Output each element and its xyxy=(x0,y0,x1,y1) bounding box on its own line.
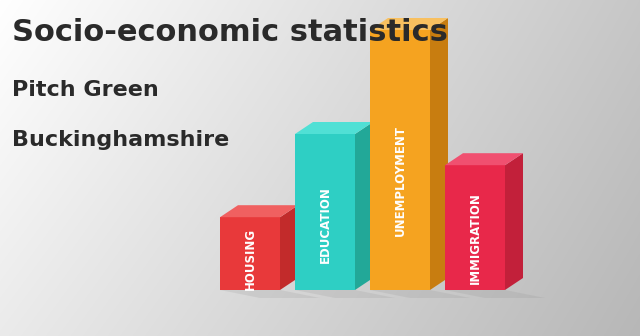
Polygon shape xyxy=(370,18,448,30)
Polygon shape xyxy=(505,153,523,290)
Polygon shape xyxy=(220,290,320,298)
Text: UNEMPLOYMENT: UNEMPLOYMENT xyxy=(394,125,406,236)
Polygon shape xyxy=(370,290,470,298)
Text: Socio-economic statistics: Socio-economic statistics xyxy=(12,18,448,47)
Polygon shape xyxy=(445,290,545,298)
Polygon shape xyxy=(355,122,373,290)
Polygon shape xyxy=(220,217,280,290)
Polygon shape xyxy=(445,153,523,165)
Polygon shape xyxy=(295,290,395,298)
Text: Pitch Green: Pitch Green xyxy=(12,80,159,100)
Text: Buckinghamshire: Buckinghamshire xyxy=(12,130,229,150)
Polygon shape xyxy=(280,205,298,290)
Polygon shape xyxy=(295,134,355,290)
Text: EDUCATION: EDUCATION xyxy=(319,186,332,263)
Polygon shape xyxy=(430,18,448,290)
Polygon shape xyxy=(445,165,505,290)
Polygon shape xyxy=(370,30,430,290)
Polygon shape xyxy=(220,205,298,217)
Text: IMMIGRATION: IMMIGRATION xyxy=(468,192,481,284)
Polygon shape xyxy=(295,122,373,134)
Text: HOUSING: HOUSING xyxy=(243,228,257,291)
